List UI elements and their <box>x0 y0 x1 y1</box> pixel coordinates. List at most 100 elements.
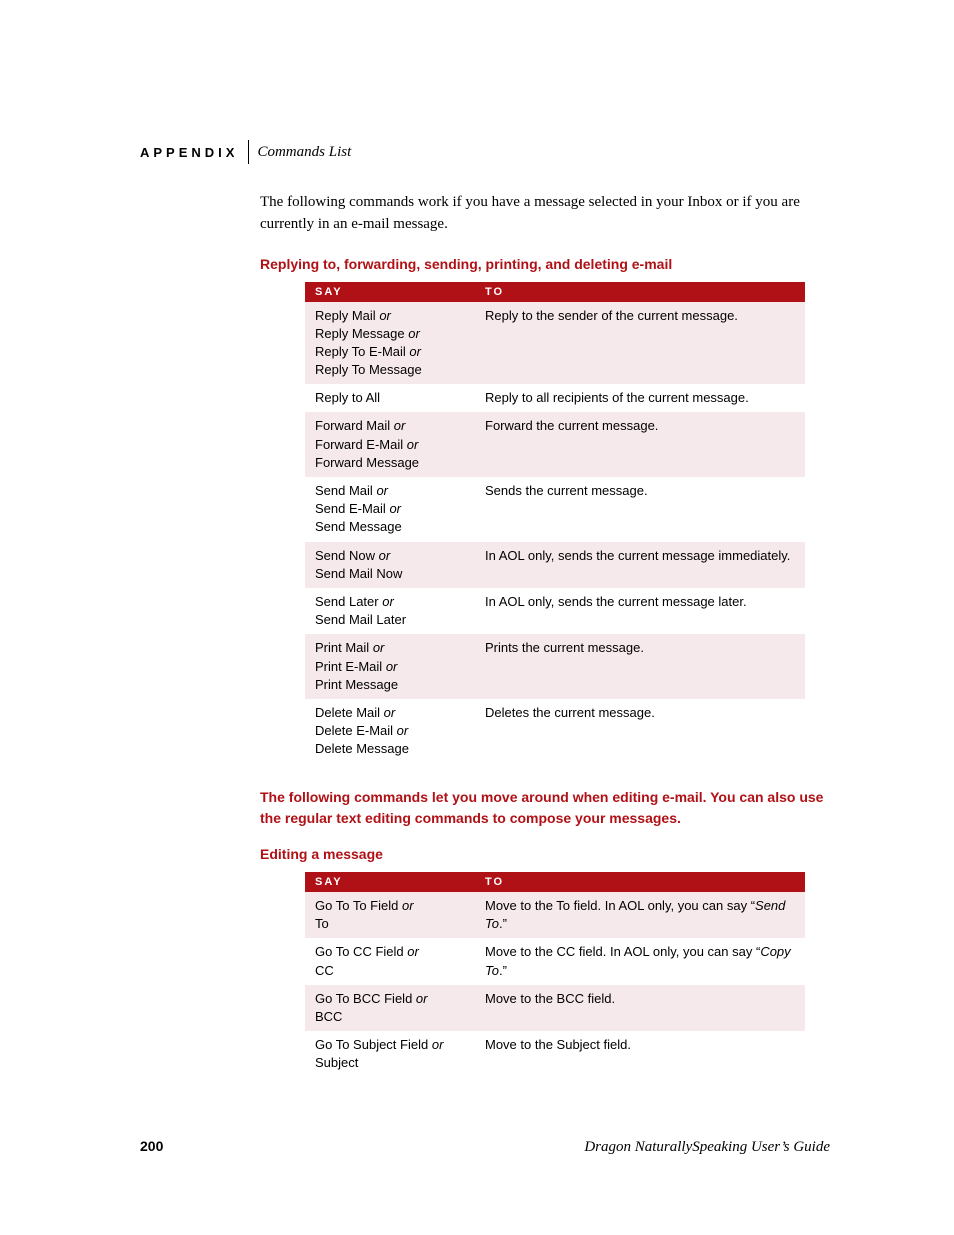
table-row: Send Now or Send Mail Now In AOL only, sen… <box>305 542 805 588</box>
table2-title: Editing a message <box>260 846 834 862</box>
command-phrase: Print Mail <box>315 640 369 655</box>
cell-say: Reply Mail orReply Message orReply To E-… <box>305 302 475 385</box>
command-phrase: Reply Mail <box>315 308 376 323</box>
or-word: or <box>376 483 388 498</box>
or-word: or <box>408 326 420 341</box>
page: APPENDIX Commands List The following com… <box>0 0 954 1235</box>
cell-to: Move to the BCC field. <box>475 985 805 1031</box>
command-phrase: Reply To Message <box>315 362 422 377</box>
cell-say: Delete Mail orDelete E-Mail orDelete Mes… <box>305 699 475 764</box>
cell-say: Print Mail or Print E-Mail or Print Messag… <box>305 634 475 699</box>
table-row: Reply Mail orReply Message orReply To E-… <box>305 302 805 385</box>
running-header: APPENDIX Commands List <box>140 140 834 164</box>
cell-to: Prints the current message. <box>475 634 805 699</box>
to-text: Move to the To field. In AOL only, you c… <box>485 898 755 913</box>
header-section: Commands List <box>257 144 351 161</box>
col-header-to: TO <box>475 282 805 302</box>
or-word: or <box>386 659 398 674</box>
table-row: Send Later or Send Mail Later In AOL only,… <box>305 588 805 634</box>
page-footer: 200 Dragon NaturallySpeaking User’s Guid… <box>140 1138 834 1156</box>
table-row: Go To CC Field or CC Move to the CC field.… <box>305 938 805 984</box>
mid-paragraph: The following commands let you move arou… <box>260 787 834 828</box>
cell-to: Move to the CC field. In AOL only, you c… <box>475 938 805 984</box>
or-word: or <box>409 344 421 359</box>
cell-say: Forward Mail orForward E-Mail orForward … <box>305 412 475 477</box>
to-text: .” <box>499 916 507 931</box>
to-text: Move to the CC field. In AOL only, you c… <box>485 944 760 959</box>
intro-paragraph: The following commands work if you have … <box>260 192 834 236</box>
command-phrase: Reply Message <box>315 326 405 341</box>
command-phrase: Reply To E-Mail <box>315 344 406 359</box>
cell-to: Sends the current message. <box>475 477 805 542</box>
command-phrase: Send Mail <box>315 483 373 498</box>
command-phrase: Send Now <box>315 548 375 563</box>
or-word: or <box>407 437 419 452</box>
command-phrase: Send Mail Now <box>315 566 402 581</box>
cell-say: Go To BCC Field orBCC <box>305 985 475 1031</box>
table-row: Go To Subject Field orSubject Move to the… <box>305 1031 805 1077</box>
page-number: 200 <box>140 1138 163 1154</box>
cell-say: Go To To Field or To <box>305 892 475 938</box>
table-row: Go To BCC Field orBCC Move to the BCC fie… <box>305 985 805 1031</box>
command-phrase: Subject <box>315 1055 358 1070</box>
cell-say: Send Later or Send Mail Later <box>305 588 475 634</box>
or-word: or <box>407 944 419 959</box>
or-word: or <box>384 705 396 720</box>
or-word: or <box>394 418 406 433</box>
command-phrase: Send Message <box>315 519 402 534</box>
col-header-say: SAY <box>305 282 475 302</box>
table1-title: Replying to, forwarding, sending, printi… <box>260 256 834 272</box>
cell-to: Deletes the current message. <box>475 699 805 764</box>
command-phrase: Forward Message <box>315 455 419 470</box>
table-row: Send Mail orSend E-Mail orSend MessageSe… <box>305 477 805 542</box>
command-phrase: Go To Subject Field <box>315 1037 428 1052</box>
appendix-label: APPENDIX <box>140 145 248 160</box>
or-word: or <box>379 308 391 323</box>
cell-to: In AOL only, sends the current message l… <box>475 588 805 634</box>
or-word: or <box>389 501 401 516</box>
command-phrase: Send E-Mail <box>315 501 386 516</box>
table-row: Go To To Field or To Move to the To field.… <box>305 892 805 938</box>
command-phrase: To <box>315 916 329 931</box>
command-phrase: CC <box>315 963 334 978</box>
header-divider <box>248 140 249 164</box>
cell-to: Forward the current message. <box>475 412 805 477</box>
command-phrase: Go To BCC Field <box>315 991 412 1006</box>
command-phrase: Send Later <box>315 594 379 609</box>
table-row: Reply to AllReply to all recipients of t… <box>305 384 805 412</box>
or-word: or <box>397 723 409 738</box>
cell-to: Move to the To field. In AOL only, you c… <box>475 892 805 938</box>
cell-to: Move to the Subject field. <box>475 1031 805 1077</box>
table-email-commands: SAY TO Reply Mail orReply Message orRepl… <box>305 282 805 764</box>
table-row: Delete Mail orDelete E-Mail orDelete Mes… <box>305 699 805 764</box>
cell-say: Go To CC Field or CC <box>305 938 475 984</box>
col-header-to: TO <box>475 872 805 892</box>
or-word: or <box>373 640 385 655</box>
to-text: Move to the BCC field. <box>485 991 615 1006</box>
footer-title: Dragon NaturallySpeaking User’s Guide <box>584 1139 830 1156</box>
command-phrase: Delete Message <box>315 741 409 756</box>
cell-to: Reply to all recipients of the current m… <box>475 384 805 412</box>
cell-to: Reply to the sender of the current messa… <box>475 302 805 385</box>
cell-to: In AOL only, sends the current message i… <box>475 542 805 588</box>
cell-say: Go To Subject Field orSubject <box>305 1031 475 1077</box>
cell-say: Send Now or Send Mail Now <box>305 542 475 588</box>
command-phrase: Send Mail Later <box>315 612 406 627</box>
cell-say: Reply to All <box>305 384 475 412</box>
table-row: Print Mail or Print E-Mail or Print Messag… <box>305 634 805 699</box>
or-word: or <box>379 548 391 563</box>
command-phrase: Forward Mail <box>315 418 390 433</box>
command-phrase: Delete E-Mail <box>315 723 393 738</box>
command-phrase: Print Message <box>315 677 398 692</box>
command-phrase: Print E-Mail <box>315 659 382 674</box>
to-text: .” <box>499 963 507 978</box>
table-editing-commands: SAY TO Go To To Field orToMove to the To… <box>305 872 805 1078</box>
or-word: or <box>382 594 394 609</box>
command-phrase: Go To To Field <box>315 898 398 913</box>
or-word: or <box>416 991 428 1006</box>
command-phrase: Go To CC Field <box>315 944 404 959</box>
or-word: or <box>402 898 414 913</box>
cell-say: Send Mail orSend E-Mail orSend Message <box>305 477 475 542</box>
to-text: Move to the Subject field. <box>485 1037 631 1052</box>
table-row: Forward Mail orForward E-Mail orForward … <box>305 412 805 477</box>
